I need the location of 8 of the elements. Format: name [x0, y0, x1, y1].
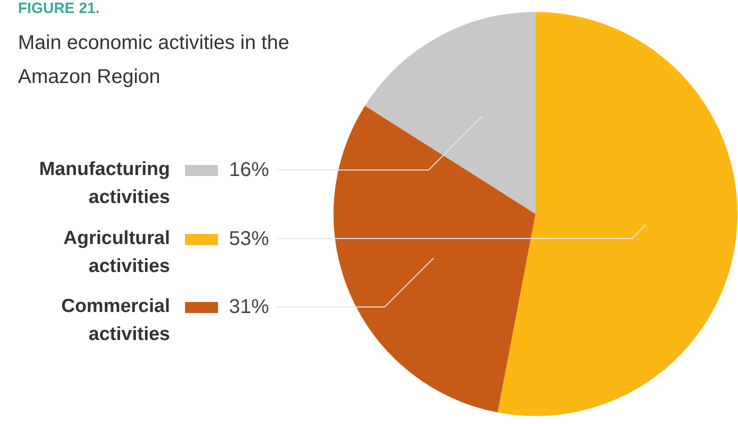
- data-label: 53%: [229, 226, 270, 252]
- text: Main economic activities in the Amazon Region: [18, 31, 290, 90]
- legend-label: Commercial activities: [61, 295, 170, 347]
- legend-label: Agricultural activities: [63, 226, 170, 278]
- data-label: 16%: [229, 158, 270, 183]
- legend-label: Manufacturing activities: [39, 158, 170, 210]
- data-label: 31%: [229, 295, 270, 320]
- caption: FIGURE 21.: [18, 0, 100, 17]
